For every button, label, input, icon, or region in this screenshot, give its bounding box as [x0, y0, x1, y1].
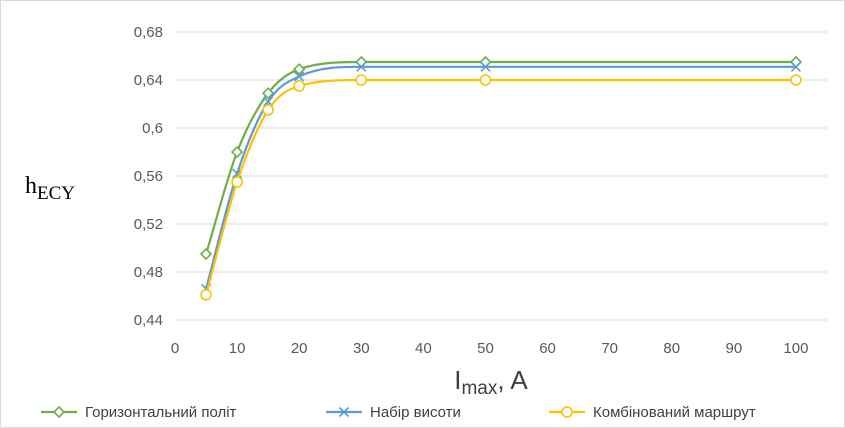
- y-axis-title: hECY: [25, 173, 75, 204]
- x-axis-title-sub: max: [461, 378, 497, 399]
- x-tick-label: 0: [171, 340, 179, 357]
- data-point-diamond: [791, 57, 801, 67]
- y-axis-ticks: 0,44 0,48 0,52 0,56 0,6 0,64 0,68: [134, 24, 163, 329]
- data-point-diamond: [356, 57, 366, 67]
- x-tick-label: 20: [291, 340, 308, 357]
- data-point-circle: [294, 81, 304, 91]
- x-tick-label: 100: [783, 340, 808, 357]
- legend-marker-circle: [562, 407, 572, 417]
- series-3: [201, 75, 801, 300]
- series-2: [202, 62, 801, 293]
- x-tick-label: 90: [726, 340, 743, 357]
- data-point-circle: [480, 75, 490, 85]
- x-tick-label: 70: [601, 340, 618, 357]
- data-point-circle: [263, 105, 273, 115]
- y-tick-label: 0,64: [134, 72, 163, 89]
- y-axis-title-sub: ECY: [37, 183, 75, 204]
- y-tick-label: 0,52: [134, 216, 163, 233]
- data-point-circle: [232, 177, 242, 187]
- legend-label: Комбінований маршрут: [593, 404, 756, 421]
- y-tick-label: 0,48: [134, 264, 163, 281]
- data-point-diamond: [232, 147, 242, 157]
- series-line: [206, 80, 796, 295]
- legend-item: Набір висоти: [326, 404, 461, 421]
- data-point-circle: [201, 290, 211, 300]
- series-layer: [201, 57, 801, 300]
- legend-marker-diamond: [54, 407, 64, 417]
- series-line: [206, 62, 796, 254]
- x-tick-label: 50: [477, 340, 494, 357]
- x-axis-title-main: I: [454, 365, 461, 395]
- y-tick-label: 0,56: [134, 168, 163, 185]
- series-line: [206, 67, 796, 289]
- x-axis-ticks: 0 10 20 30 40 50 60 70 80 90 100: [171, 340, 809, 357]
- y-tick-label: 0,6: [142, 120, 163, 137]
- x-tick-label: 30: [353, 340, 370, 357]
- data-point-circle: [791, 75, 801, 85]
- series-1: [201, 57, 801, 259]
- x-tick-label: 60: [539, 340, 556, 357]
- legend-label: Горизонтальний політ: [85, 404, 237, 421]
- y-axis-title-main: h: [25, 173, 37, 199]
- data-point-diamond: [201, 249, 211, 259]
- legend-item: Комбінований маршрут: [549, 404, 756, 421]
- data-point-circle: [356, 75, 366, 85]
- x-tick-label: 40: [415, 340, 432, 357]
- grid-lines: [175, 32, 827, 320]
- legend: Горизонтальний політ Набір висоти Комбінов…: [41, 404, 756, 421]
- x-tick-label: 80: [663, 340, 680, 357]
- y-tick-label: 0,68: [134, 24, 163, 41]
- x-tick-label: 10: [229, 340, 246, 357]
- data-point-diamond: [480, 57, 490, 67]
- x-axis-title-rest: , A: [497, 365, 528, 395]
- x-axis-title: Imax, A: [454, 365, 528, 399]
- y-tick-label: 0,44: [134, 312, 163, 329]
- legend-label: Набір висоти: [370, 404, 461, 421]
- legend-item: Горизонтальний політ: [41, 404, 237, 421]
